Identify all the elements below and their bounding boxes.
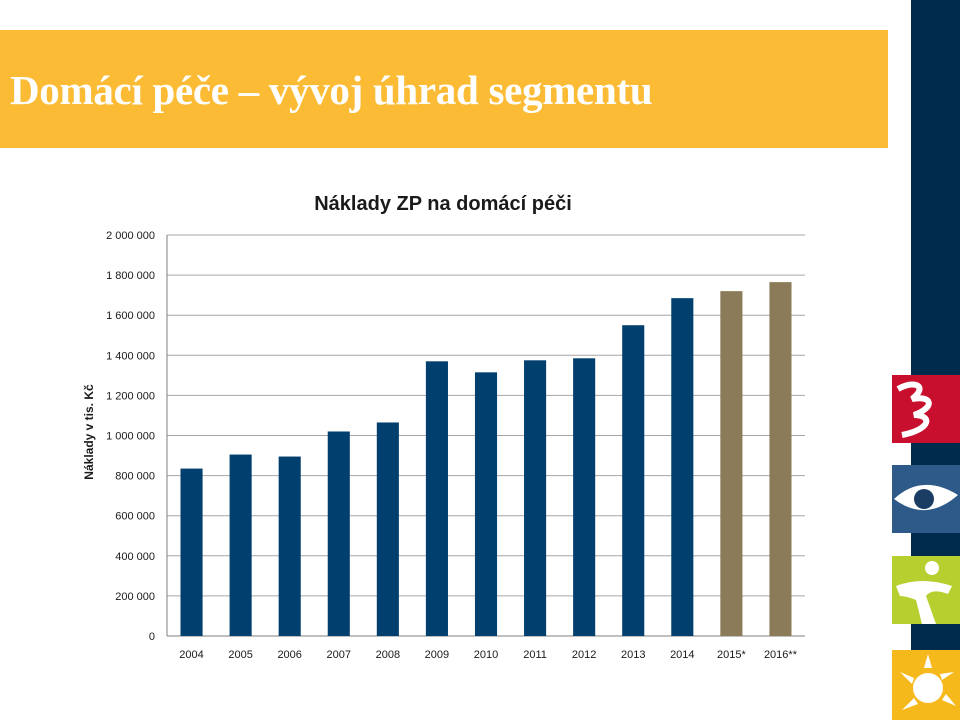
bars bbox=[180, 282, 792, 636]
x-tick-label: 2011 bbox=[523, 649, 547, 661]
y-tick-label: 200 000 bbox=[115, 591, 155, 603]
bar-2013 bbox=[622, 325, 645, 636]
bar-2012 bbox=[573, 358, 596, 636]
x-tick-label: 2005 bbox=[228, 649, 252, 661]
bar-2007 bbox=[327, 431, 350, 636]
x-tick-label: 2010 bbox=[474, 649, 498, 661]
bar-2011 bbox=[524, 360, 547, 636]
sun-icon bbox=[892, 650, 960, 720]
bar-2010 bbox=[474, 372, 498, 636]
y-tick-label: 2 000 000 bbox=[106, 230, 155, 242]
bar-2016** bbox=[769, 282, 792, 636]
x-tick-label: 2013 bbox=[621, 649, 645, 661]
title-band bbox=[0, 30, 888, 148]
y-tick-label: 1 800 000 bbox=[106, 270, 155, 282]
x-tick-label: 2014 bbox=[670, 649, 694, 661]
bar-2009 bbox=[425, 361, 448, 636]
y-tick-label: 400 000 bbox=[115, 551, 155, 563]
bar-2006 bbox=[278, 456, 301, 636]
y-tick-label: 1 000 000 bbox=[106, 431, 155, 443]
x-tick-label: 2004 bbox=[179, 649, 203, 661]
x-tick-label: 2006 bbox=[277, 649, 301, 661]
bar-2015* bbox=[720, 291, 743, 636]
y-tick-label: 1 200 000 bbox=[106, 390, 155, 402]
red-swirl-icon bbox=[892, 375, 960, 443]
y-tick-label: 600 000 bbox=[115, 511, 155, 523]
x-tick-label: 2015* bbox=[717, 649, 746, 661]
x-tick-label: 2012 bbox=[572, 649, 596, 661]
x-tick-label: 2008 bbox=[376, 649, 400, 661]
bar-2005 bbox=[229, 454, 252, 636]
slide-title: Domácí péče – vývoj úhrad segmentu bbox=[10, 67, 653, 113]
x-tick-label: 2007 bbox=[327, 649, 351, 661]
y-tick-label: 0 bbox=[149, 631, 155, 643]
bar-2008 bbox=[376, 422, 399, 636]
bar-chart: 0 200 000 400 000 600 000 800 000 1 000 000 1 … bbox=[106, 230, 805, 661]
y-tick-label: 800 000 bbox=[115, 471, 155, 483]
eye-icon bbox=[892, 465, 960, 533]
green-figure-icon bbox=[892, 556, 960, 624]
x-tick-label: 2016** bbox=[764, 649, 798, 661]
chart-title: Náklady ZP na domácí péči bbox=[314, 193, 572, 215]
y-tick-labels: 0 200 000 400 000 600 000 800 000 1 000 000 1 … bbox=[106, 230, 155, 643]
x-tick-labels: 2004 2005 2006 2007 2008 2009 2010 2011 2012 2013… bbox=[179, 649, 797, 661]
y-tick-label: 1 600 000 bbox=[106, 310, 155, 322]
bar-2014 bbox=[671, 298, 694, 636]
bar-2004 bbox=[180, 468, 203, 636]
y-tick-label: 1 400 000 bbox=[106, 350, 155, 362]
x-tick-label: 2009 bbox=[425, 649, 449, 661]
